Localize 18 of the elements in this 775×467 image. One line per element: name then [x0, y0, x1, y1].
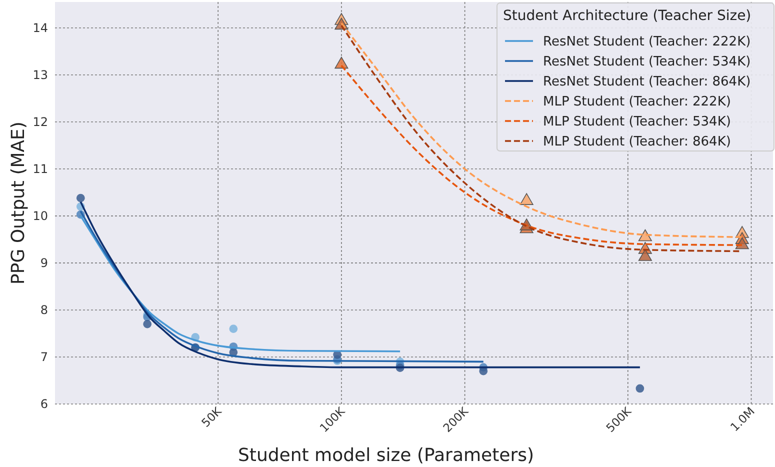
legend-label: MLP Student (Teacher: 222K)	[543, 94, 731, 110]
legend-label: ResNet Student (Teacher: 864K)	[543, 74, 751, 90]
legend-label: ResNet Student (Teacher: 222K)	[543, 34, 751, 50]
legend-title: Student Architecture (Teacher Size)	[503, 8, 752, 24]
y-tick-label: 8	[40, 303, 48, 318]
y-tick-label: 13	[32, 68, 48, 82]
y-axis-title: PPG Output (MAE)	[8, 122, 29, 284]
y-tick-label: 11	[32, 162, 48, 176]
y-tick-label: 12	[32, 115, 48, 130]
y-tick-label: 10	[32, 209, 48, 224]
y-tick-label: 9	[40, 256, 48, 270]
x-axis-title: Student model size (Parameters)	[238, 445, 534, 466]
legend-label: MLP Student (Teacher: 864K)	[543, 134, 731, 150]
legend-label: MLP Student (Teacher: 534K)	[543, 114, 731, 130]
y-tick-label: 14	[32, 21, 48, 36]
y-tick-label: 7	[40, 350, 48, 364]
y-tick-label: 6	[40, 397, 48, 412]
legend-label: ResNet Student (Teacher: 534K)	[543, 54, 751, 70]
